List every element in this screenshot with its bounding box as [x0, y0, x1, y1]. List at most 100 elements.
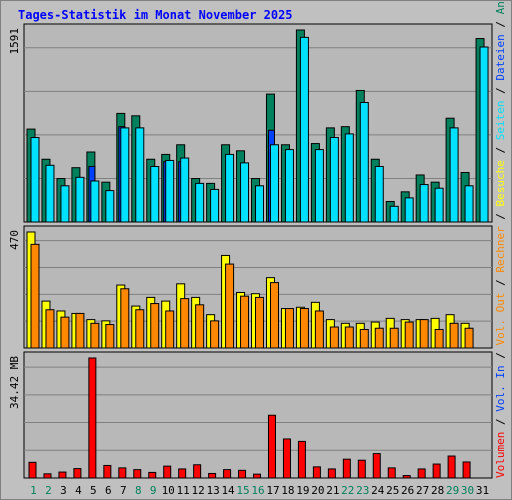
day-label: 12 — [192, 484, 205, 497]
sites-bar — [464, 327, 474, 349]
files-bar — [195, 182, 205, 223]
day-label: 24 — [371, 484, 385, 497]
sites-bar — [434, 328, 444, 349]
files-bar — [329, 137, 339, 223]
day-label: 15 — [236, 484, 249, 497]
files-bar — [359, 102, 369, 223]
chart-title: Tages-Statistik im Monat November 2025 — [18, 8, 293, 22]
day-label: 31 — [476, 484, 489, 497]
top-max-label: 1591 — [8, 28, 21, 55]
volume-bar — [417, 468, 426, 479]
legend-entry: Seiten — [494, 100, 507, 140]
legend-entry: / — [494, 346, 507, 366]
day-label: 28 — [431, 484, 444, 497]
day-label: 21 — [326, 484, 339, 497]
bottom-max-label: 34.42 MB — [8, 356, 21, 409]
sites-bar — [269, 282, 279, 349]
day-label: 23 — [356, 484, 369, 497]
files-bar — [479, 46, 489, 223]
sites-bar — [404, 321, 414, 349]
sites-bar — [210, 320, 220, 349]
files-bar — [299, 36, 309, 223]
files-bar — [75, 176, 85, 223]
legend-entry: Volumen — [494, 432, 507, 478]
day-label: 27 — [416, 484, 429, 497]
sites-bar — [374, 327, 384, 349]
sites-bar — [90, 322, 100, 349]
files-bar — [165, 159, 175, 223]
files-bar — [180, 157, 190, 223]
day-label: 5 — [90, 484, 97, 497]
legend-entry: Vol. In — [494, 365, 507, 411]
sites-bar — [240, 295, 250, 349]
legend-entry: / — [494, 14, 507, 34]
files-bar — [389, 205, 399, 223]
day-label: 25 — [386, 484, 399, 497]
files-bar — [374, 165, 384, 223]
day-label: 29 — [446, 484, 459, 497]
sites-bar — [105, 324, 115, 349]
sites-bar — [75, 312, 85, 349]
day-label: 11 — [177, 484, 190, 497]
sites-bar — [299, 308, 309, 349]
legend-entry: Rechner — [494, 226, 507, 273]
day-label: 19 — [296, 484, 309, 497]
sites-bar — [60, 316, 70, 349]
files-bar — [225, 153, 235, 223]
volume-bar — [178, 468, 187, 479]
legend-entry: / — [494, 140, 507, 160]
bottom-panel — [23, 351, 493, 479]
volume-bar — [282, 438, 291, 479]
files-bar — [45, 164, 55, 223]
files-bar — [105, 190, 115, 223]
volume-bar — [133, 469, 142, 479]
sites-bar — [359, 328, 369, 349]
day-label: 3 — [60, 484, 67, 497]
day-label: 7 — [120, 484, 127, 497]
day-label: 10 — [162, 484, 175, 497]
volume-bar — [432, 463, 441, 479]
files-bar — [150, 165, 160, 223]
volume-bar — [73, 468, 82, 479]
volume-bar — [387, 467, 396, 479]
sites-bar — [389, 327, 399, 349]
day-label: 16 — [251, 484, 264, 497]
day-label: 8 — [135, 484, 142, 497]
volume-bar — [193, 464, 202, 479]
volume-bar — [103, 464, 112, 479]
day-label: 20 — [311, 484, 324, 497]
legend-entry: Besuche — [494, 160, 507, 206]
files-bar — [284, 149, 294, 223]
volume-bar — [43, 473, 52, 479]
volume-bar — [342, 458, 351, 479]
sites-bar — [225, 263, 235, 349]
files-bar — [90, 180, 100, 223]
files-bar — [240, 162, 250, 223]
volume-bar — [148, 471, 157, 479]
volume-bar — [28, 461, 37, 479]
legend-entry: Dateien — [494, 34, 507, 80]
legend-entry: / — [494, 206, 507, 226]
files-bar — [464, 185, 474, 223]
right-legend: Volumen / Vol. In / Vol. Out / Rechner /… — [494, 0, 507, 478]
sites-bar — [165, 310, 175, 349]
sites-bar — [45, 309, 55, 349]
volume-bar — [462, 461, 471, 479]
legend-entry: / — [494, 273, 507, 293]
day-label: 14 — [221, 484, 235, 497]
legend-entry: Anfragen — [494, 0, 507, 14]
volume-bar — [372, 453, 381, 479]
sites-bar — [329, 326, 339, 349]
sites-bar — [419, 319, 429, 349]
volume-bar — [223, 469, 232, 479]
day-label: 26 — [401, 484, 414, 497]
files-bar — [135, 127, 145, 223]
volume-bar — [208, 472, 217, 479]
day-label: 1 — [30, 484, 37, 497]
sites-bar — [284, 308, 294, 349]
day-label: 13 — [206, 484, 219, 497]
sites-bar — [195, 304, 205, 349]
day-label: 17 — [266, 484, 279, 497]
files-bar — [120, 127, 130, 223]
